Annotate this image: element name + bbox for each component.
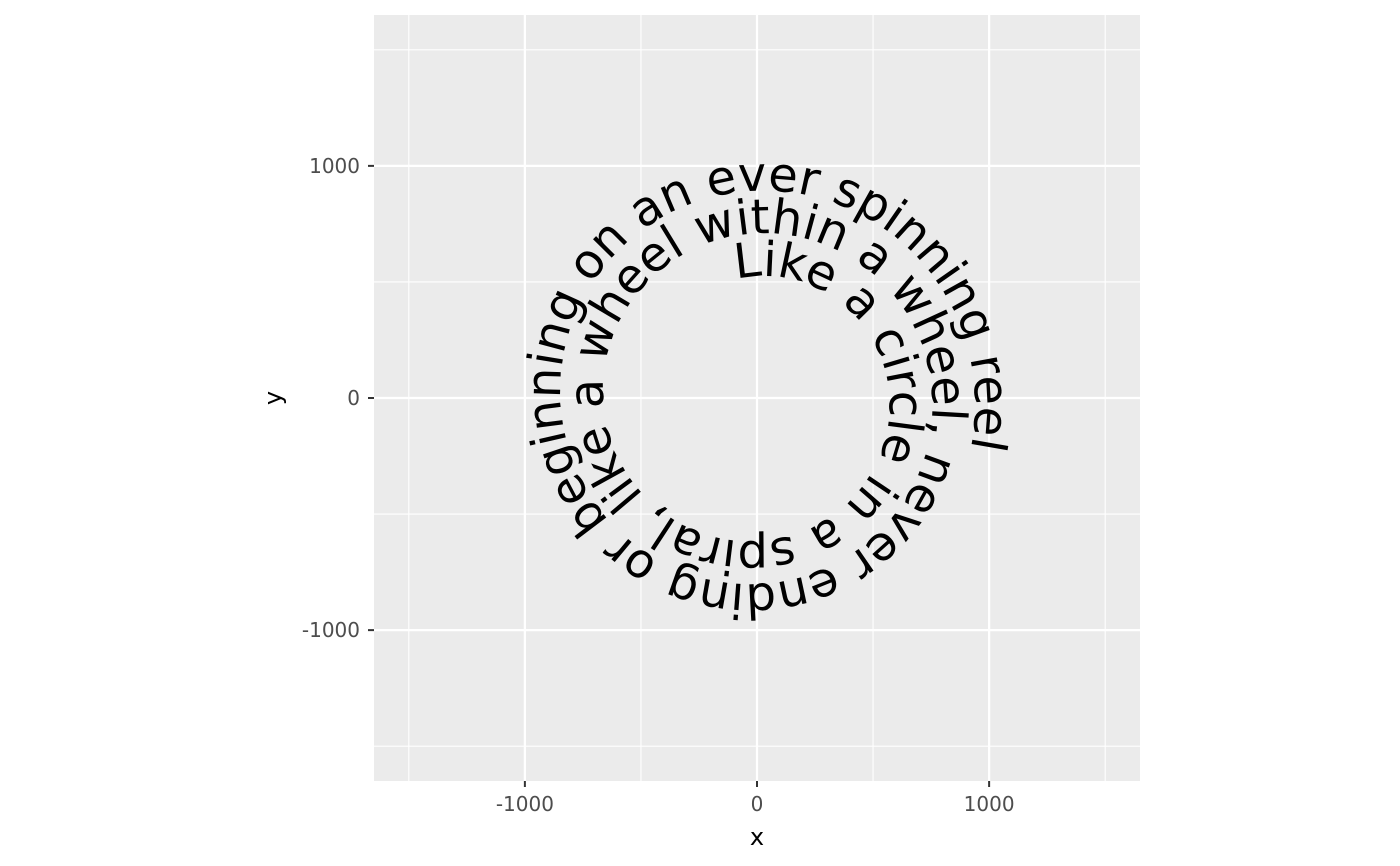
- x-tick-label: 0: [751, 792, 764, 816]
- y-tick-label: -1000: [302, 618, 360, 642]
- y-axis-title: y: [259, 391, 287, 405]
- y-tick-label: 0: [347, 386, 360, 410]
- x-axis: -1000 0 1000: [496, 781, 1015, 816]
- y-axis: -1000 0 1000: [302, 154, 374, 642]
- major-grid: [374, 15, 1140, 781]
- x-tick-label: -1000: [496, 792, 554, 816]
- y-tick-label: 1000: [309, 154, 360, 178]
- x-axis-title: x: [750, 823, 764, 851]
- x-tick-label: 1000: [964, 792, 1015, 816]
